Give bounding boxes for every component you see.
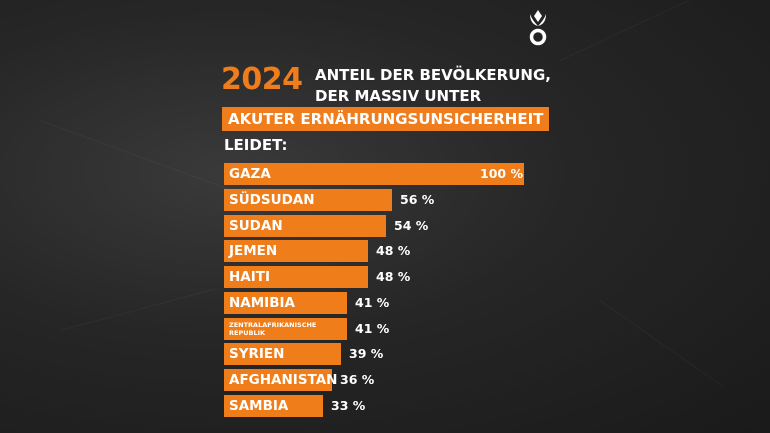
value-label: 48 %	[376, 269, 411, 284]
category-label: ZENTRALAFRIKANISCHE REPUBLIK	[229, 320, 317, 337]
value-label: 33 %	[331, 397, 366, 413]
category-label: NAMIBIA	[229, 294, 295, 311]
value-label: 54 %	[394, 217, 429, 233]
value-label: 39 %	[349, 346, 384, 362]
value-label: 41 %	[355, 320, 390, 336]
title-line: LEIDET:	[224, 136, 288, 154]
logo	[529, 10, 547, 46]
bar	[224, 317, 347, 340]
category-label: HAITI	[229, 269, 271, 285]
value-label: 56 %	[400, 191, 435, 207]
category-label: AFGHANISTAN	[229, 372, 338, 388]
bar	[224, 266, 368, 288]
bar	[224, 394, 323, 417]
category-label: SAMBIA	[229, 397, 289, 414]
category-label: GAZA	[229, 166, 271, 182]
category-label: SYRIEN	[229, 346, 285, 363]
bar	[224, 188, 392, 211]
category-label: SÜDSUDAN	[229, 191, 315, 208]
value-label: 100 %	[480, 166, 523, 181]
year: 2024	[221, 62, 303, 97]
category-label: SUDAN	[229, 217, 283, 234]
value-label: 48 %	[376, 243, 411, 259]
category-label: JEMEN	[229, 243, 278, 260]
bar	[224, 343, 341, 366]
bar	[224, 163, 524, 185]
bar	[224, 240, 368, 263]
bar	[224, 369, 332, 391]
value-label: 41 %	[355, 294, 390, 310]
title-highlight: AKUTER ERNÄHRUNGSUNSICHERHEIT	[222, 107, 550, 131]
bar	[224, 214, 386, 237]
title-line: ANTEIL DER BEVÖLKERUNG,	[315, 66, 551, 84]
value-label: 36 %	[340, 372, 375, 387]
bar	[224, 291, 347, 314]
title-line: DER MASSIV UNTER	[315, 87, 482, 105]
